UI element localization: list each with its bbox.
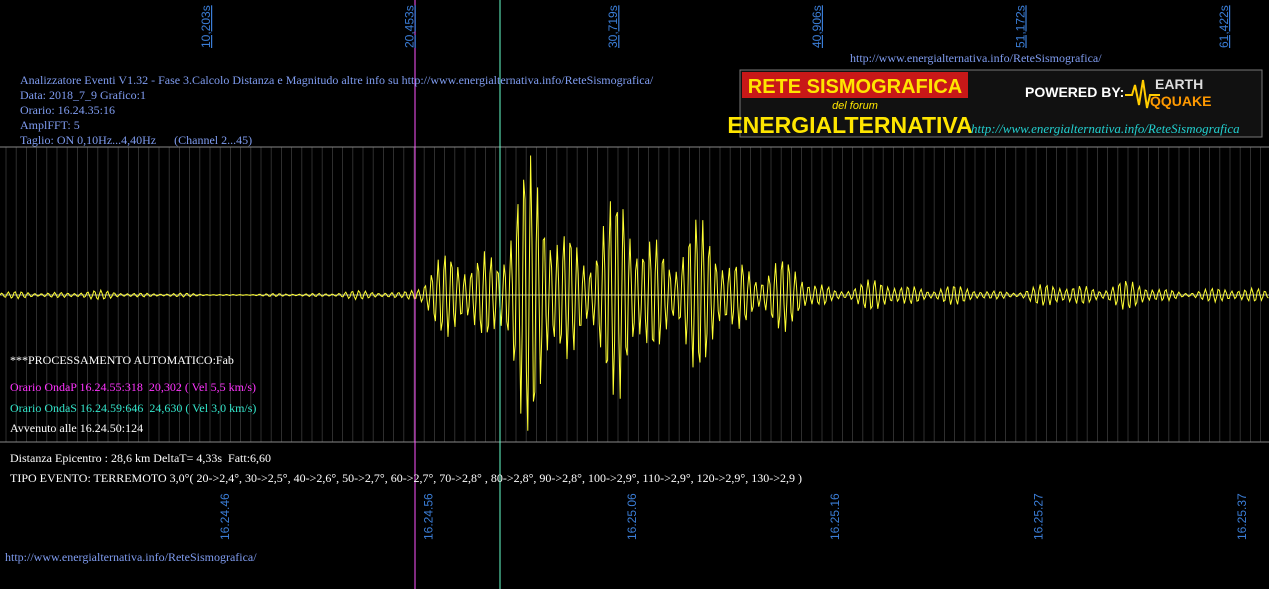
bottom-time-label: 16.24.56 (421, 493, 435, 540)
header-line: Analizzatore Eventi V1.32 - Fase 3.Calco… (20, 73, 654, 87)
top-time-label: 20,453s (403, 5, 417, 48)
bottom-time-label: 16.25.16 (828, 493, 842, 540)
top-time-label: 51,172s (1013, 5, 1027, 48)
bottom-time-label: 16.25.27 (1032, 493, 1046, 540)
logo-band (742, 72, 968, 98)
bottom-time-label: 16.25.06 (625, 493, 639, 540)
logo: RETE SISMOGRAFICA del forum ENERGIALTERN… (727, 69, 1263, 138)
header-line: AmplFFT: 5 (20, 118, 80, 132)
top-time-label: 10,203s (199, 5, 213, 48)
logo-subtitle: del forum (832, 100, 878, 112)
logo-name: ENERGIALTERNATIVA (727, 112, 972, 138)
logo-powered: POWERED BY: (1025, 84, 1124, 100)
top-time-label: 40,906s (810, 5, 824, 48)
bottom-time-label: 16.25.37 (1235, 493, 1249, 540)
logo-url: http://www.energialternativa.info/ReteSi… (971, 121, 1240, 136)
header-line: Taglio: ON 0,10Hz...4,40Hz (Channel 2...… (20, 133, 252, 147)
logo-icon (1125, 79, 1160, 109)
logo-title: RETE SISMOGRAFICA (748, 76, 962, 98)
waveform (0, 155, 1269, 431)
grid (5, 147, 1261, 442)
footer-url: http://www.energialternativa.info/ReteSi… (5, 550, 257, 564)
bottom-time-label: 16.24.46 (218, 493, 232, 540)
processing-title: ***PROCESSAMENTO AUTOMATICO:Fab (10, 353, 234, 367)
url-top: http://www.energialternativa.info/ReteSi… (850, 51, 1102, 65)
occurred-time: Avvenuto alle 16.24.50:124 (10, 421, 143, 435)
logo-brand-top: EARTH (1155, 76, 1203, 92)
logo-brand-bottom: QQUAKE (1150, 93, 1211, 109)
s-wave-time: Orario OndaS 16.24.59:646 24,630 ( Vel 3… (10, 401, 256, 415)
distance: Distanza Epicentro : 28,6 km DeltaT= 4,3… (10, 451, 271, 465)
header-line: Orario: 16.24.35:16 (20, 103, 115, 117)
header-line: Data: 2018_7_9 Grafico:1 (20, 88, 146, 102)
event-type: TIPO EVENTO: TERREMOTO 3,0°( 20->2,4°, 3… (10, 471, 802, 485)
top-time-label: 30,719s (606, 5, 620, 48)
p-wave-time: Orario OndaP 16.24.55:318 20,302 ( Vel 5… (10, 380, 256, 394)
top-time-label: 61,422s (1217, 5, 1231, 48)
